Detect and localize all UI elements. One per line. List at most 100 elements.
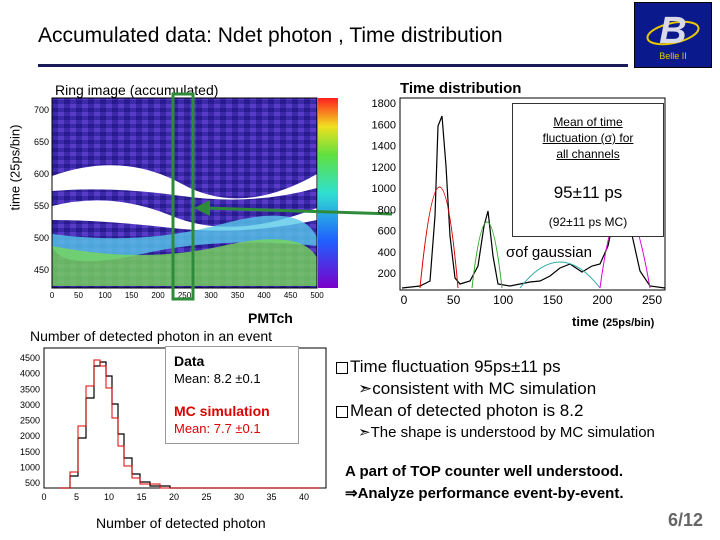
belle2-logo-graphic: B [646, 10, 700, 52]
tick-label: 10 [104, 492, 114, 502]
tick-label: 250 [642, 293, 662, 307]
tick-label: 700 [34, 105, 49, 115]
conclusion: A part of TOP counter well understood. ⇒… [345, 461, 624, 505]
ring-frame [51, 97, 318, 289]
highlight-column [171, 92, 195, 301]
tick-label: 0 [50, 291, 55, 300]
bullet-2: Mean of detected photon is 8.2 [350, 401, 584, 420]
tick-label: 25 [201, 492, 211, 502]
legend-data-label: Data [174, 353, 205, 369]
tick-label: 150 [125, 291, 139, 300]
tick-label: 300 [204, 291, 218, 300]
highlight-arrow [203, 206, 393, 216]
tick-label: 550 [34, 201, 49, 211]
tick-label: 50 [447, 293, 461, 307]
tick-label: 2000 [20, 431, 40, 441]
highlight-overlay [171, 92, 393, 301]
bullet-1: Time fluctuation 95ps±11 ps [350, 357, 561, 376]
ring-colorbar [318, 98, 338, 288]
square-bullet-icon [336, 405, 348, 418]
tick-label: 1600 [372, 119, 396, 131]
tick-label: 400 [378, 247, 396, 259]
ring-band-white [52, 165, 317, 200]
tick-label: 100 [493, 293, 513, 307]
arrow-head-icon [194, 200, 210, 216]
tick-label: 1400 [372, 141, 396, 153]
time-x-ticks: 0 50 100 150 200 250 [401, 293, 663, 307]
tick-label: 0 [401, 293, 408, 307]
tick-label: 1800 [372, 98, 396, 110]
mean-box-text: Mean of time fluctuation (σ) for all cha… [513, 114, 663, 162]
ring-image-xlabel: PMTch [248, 310, 293, 326]
legend-mc-mean: Mean: 7.7 ±0.1 [174, 421, 261, 436]
fit-curve [471, 221, 503, 289]
ndet-x-ticks: 0 5 10 15 20 25 30 35 40 [41, 492, 309, 502]
ring-band-green [52, 239, 317, 286]
belle2-logo: B Belle II [634, 2, 712, 68]
tick-label: 1500 [20, 447, 40, 457]
time-xlabel-unit: (25ps/bin) [602, 317, 655, 329]
tick-label: 4000 [20, 369, 40, 379]
tick-label: 1000 [20, 462, 40, 472]
mean-box-mc: (92±11 ps MC) [548, 215, 628, 229]
bullet-list: Time fluctuation 95ps±11 ps ➣consistent … [336, 356, 655, 444]
ring-image-plot: 700 650 600 550 500 450 0 50 100 150 200 250 300 350… [34, 97, 338, 300]
tick-label: 350 [231, 291, 245, 300]
tick-label: 250 [178, 291, 192, 300]
time-xlabel-text: time [572, 314, 599, 329]
mean-box-value: 95±11 ps [553, 183, 623, 202]
svg-text:B: B [659, 10, 686, 52]
tick-label: 15 [136, 492, 146, 502]
time-y-ticks: 1800 1600 1400 1200 1000 800 600 400 200 [372, 98, 396, 280]
tick-label: 650 [34, 137, 49, 147]
bullet-item: Mean of detected photon is 8.2 [336, 400, 655, 422]
mean-box-line2: fluctuation (σ) for [542, 131, 634, 145]
ndet-xlabel: Number of detected photon [96, 515, 266, 531]
tick-label: 400 [257, 291, 271, 300]
time-dist-xlabel: time (25ps/bin) [572, 314, 654, 329]
bullet-1-sub: ➣consistent with MC simulation [358, 379, 597, 398]
tick-label: 3500 [20, 384, 40, 394]
ndet-legend: Data Mean: 8.2 ±0.1 MC simulation Mean: … [165, 346, 299, 444]
mean-time-box: Mean of time fluctuation (σ) for all cha… [512, 103, 664, 237]
bullet-2-sub: ➣The shape is understood by MC simulatio… [358, 424, 655, 441]
time-dist-title: Time distribution [400, 80, 522, 97]
ring-y-ticks: 700 650 600 550 500 450 [34, 105, 49, 275]
sigma-label: σof gaussian [506, 244, 592, 261]
tick-label: 600 [378, 226, 396, 238]
tick-label: 200 [592, 293, 612, 307]
tick-label: 600 [34, 169, 49, 179]
tick-label: 40 [299, 492, 309, 502]
legend-data-mean: Mean: 8.2 ±0.1 [174, 371, 261, 386]
tick-label: 450 [34, 265, 49, 275]
ring-band-cyan [52, 215, 317, 262]
tick-label: 500 [310, 291, 324, 300]
tick-label: 20 [169, 492, 179, 502]
tick-label: 3000 [20, 400, 40, 410]
mean-box-line3: all channels [556, 147, 620, 161]
tick-label: 450 [284, 291, 298, 300]
ndet-y-ticks: 4500 4000 3500 3000 2500 2000 1500 1000 500 [20, 353, 40, 488]
square-bullet-icon [336, 361, 348, 374]
ring-image-ylabel: time (25ps/bin) [7, 124, 23, 211]
fit-curve [519, 261, 601, 289]
tick-label: 200 [378, 268, 396, 280]
tick-label: 0 [41, 492, 46, 502]
tick-label: 35 [266, 492, 276, 502]
ring-band-white [52, 200, 317, 231]
tick-label: 800 [378, 204, 396, 216]
ndet-title: Number of detected photon in an event [30, 328, 273, 344]
logo-subtitle: Belle II [659, 51, 687, 61]
legend-mc-label: MC simulation [174, 403, 270, 419]
tick-label: 200 [151, 291, 165, 300]
title-underline [38, 64, 628, 67]
tick-label: 500 [34, 233, 49, 243]
tick-label: 30 [234, 492, 244, 502]
fit-curve [419, 186, 459, 289]
mean-box-line1: Mean of time [553, 115, 623, 129]
tick-label: 1200 [372, 162, 396, 174]
ring-x-ticks: 0 50 100 150 200 250 300 350 400 450 500 [50, 291, 324, 300]
tick-label: 500 [25, 478, 40, 488]
conclusion-line1: A part of TOP counter well understood. [345, 463, 624, 480]
page-number: 6/12 [668, 510, 704, 530]
